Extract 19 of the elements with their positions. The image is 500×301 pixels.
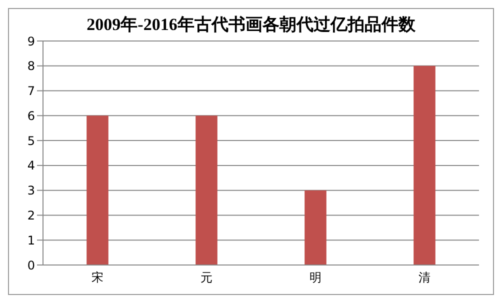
y-tick-label: 6: [27, 108, 35, 123]
x-tick-label: 宋: [92, 270, 104, 285]
bar: [86, 116, 108, 265]
bar: [414, 66, 436, 265]
y-tick-label: 9: [27, 34, 35, 48]
y-tick-label: 5: [27, 134, 35, 148]
y-tick-label: 1: [27, 233, 35, 248]
bar: [304, 190, 326, 265]
x-tick-label: 清: [418, 270, 430, 285]
y-tick-label: 0: [27, 258, 35, 272]
x-tick-label: 明: [310, 270, 322, 285]
chart-title: 2009年-2016年古代书画各朝代过亿拍品件数: [86, 14, 416, 35]
y-tick-label: 7: [27, 84, 35, 98]
y-tick-label: 4: [27, 158, 35, 173]
y-tick-label: 8: [27, 59, 35, 74]
x-tick-label: 元: [200, 270, 212, 285]
y-tick-label: 3: [27, 184, 35, 198]
y-tick-label: 2: [27, 208, 35, 222]
bar: [196, 116, 218, 265]
